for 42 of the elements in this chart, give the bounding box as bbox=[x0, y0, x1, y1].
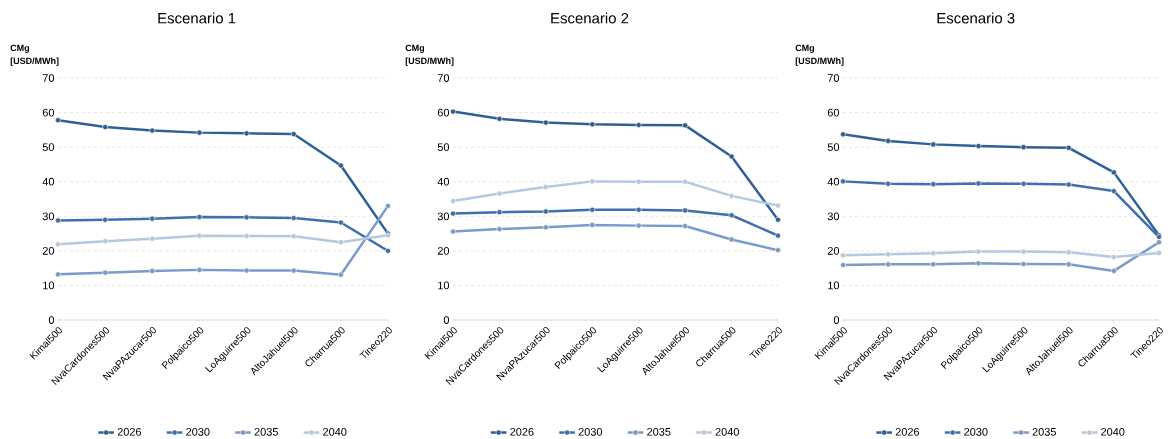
legend-label: 2035 bbox=[1032, 427, 1056, 436]
legend-label: 2026 bbox=[117, 427, 142, 436]
y-tick-label: 30 bbox=[42, 212, 55, 221]
y-tick-label: 20 bbox=[827, 246, 840, 255]
legend-label: 2040 bbox=[323, 427, 347, 436]
legend-label: 2030 bbox=[578, 427, 603, 436]
y-tick-label: 60 bbox=[827, 108, 840, 117]
chart-title: Escenario 3 bbox=[937, 12, 1015, 24]
y-tick-label: 50 bbox=[42, 143, 55, 152]
legend-label: 2026 bbox=[895, 427, 920, 436]
legend-label: 2040 bbox=[1101, 427, 1125, 436]
y-tick-label: 0 bbox=[833, 316, 840, 324]
y-tick-label: 20 bbox=[437, 246, 450, 255]
y-tick-label: 0 bbox=[48, 316, 55, 324]
legend-label: 2030 bbox=[186, 427, 210, 436]
y-tick-label: 20 bbox=[42, 246, 55, 255]
y-tick-label: 0 bbox=[443, 316, 450, 324]
y-axis-title: CMg [USD/MWh] bbox=[795, 44, 844, 66]
y-tick-label: 10 bbox=[828, 281, 840, 290]
y-tick-label: 60 bbox=[437, 108, 450, 117]
y-axis-title: CMg [USD/MWh] bbox=[405, 44, 454, 66]
chart-title: Escenario 1 bbox=[158, 12, 236, 24]
y-tick-label: 70 bbox=[42, 74, 55, 82]
y-axis-title: CMg [USD/MWh] bbox=[10, 44, 59, 66]
y-tick-label: 40 bbox=[42, 177, 55, 186]
y-tick-label: 70 bbox=[827, 74, 840, 82]
legend-label: 2040 bbox=[715, 427, 739, 436]
y-tick-label: 40 bbox=[437, 177, 450, 186]
y-tick-label: 30 bbox=[437, 212, 450, 221]
y-tick-label: 40 bbox=[827, 177, 840, 186]
y-tick-label: 70 bbox=[437, 74, 450, 82]
y-tick-label: 30 bbox=[827, 212, 840, 221]
chart-title: Escenario 2 bbox=[551, 12, 629, 24]
y-tick-label: 50 bbox=[437, 143, 450, 152]
y-tick-label: 10 bbox=[438, 281, 450, 290]
y-tick-label: 60 bbox=[42, 108, 55, 117]
legend-label: 2035 bbox=[647, 427, 671, 436]
legend-label: 2026 bbox=[510, 427, 534, 436]
legend-label: 2030 bbox=[964, 427, 988, 436]
y-tick-label: 50 bbox=[827, 143, 840, 152]
y-tick-label: 10 bbox=[43, 281, 55, 290]
legend-label: 2035 bbox=[254, 427, 278, 436]
